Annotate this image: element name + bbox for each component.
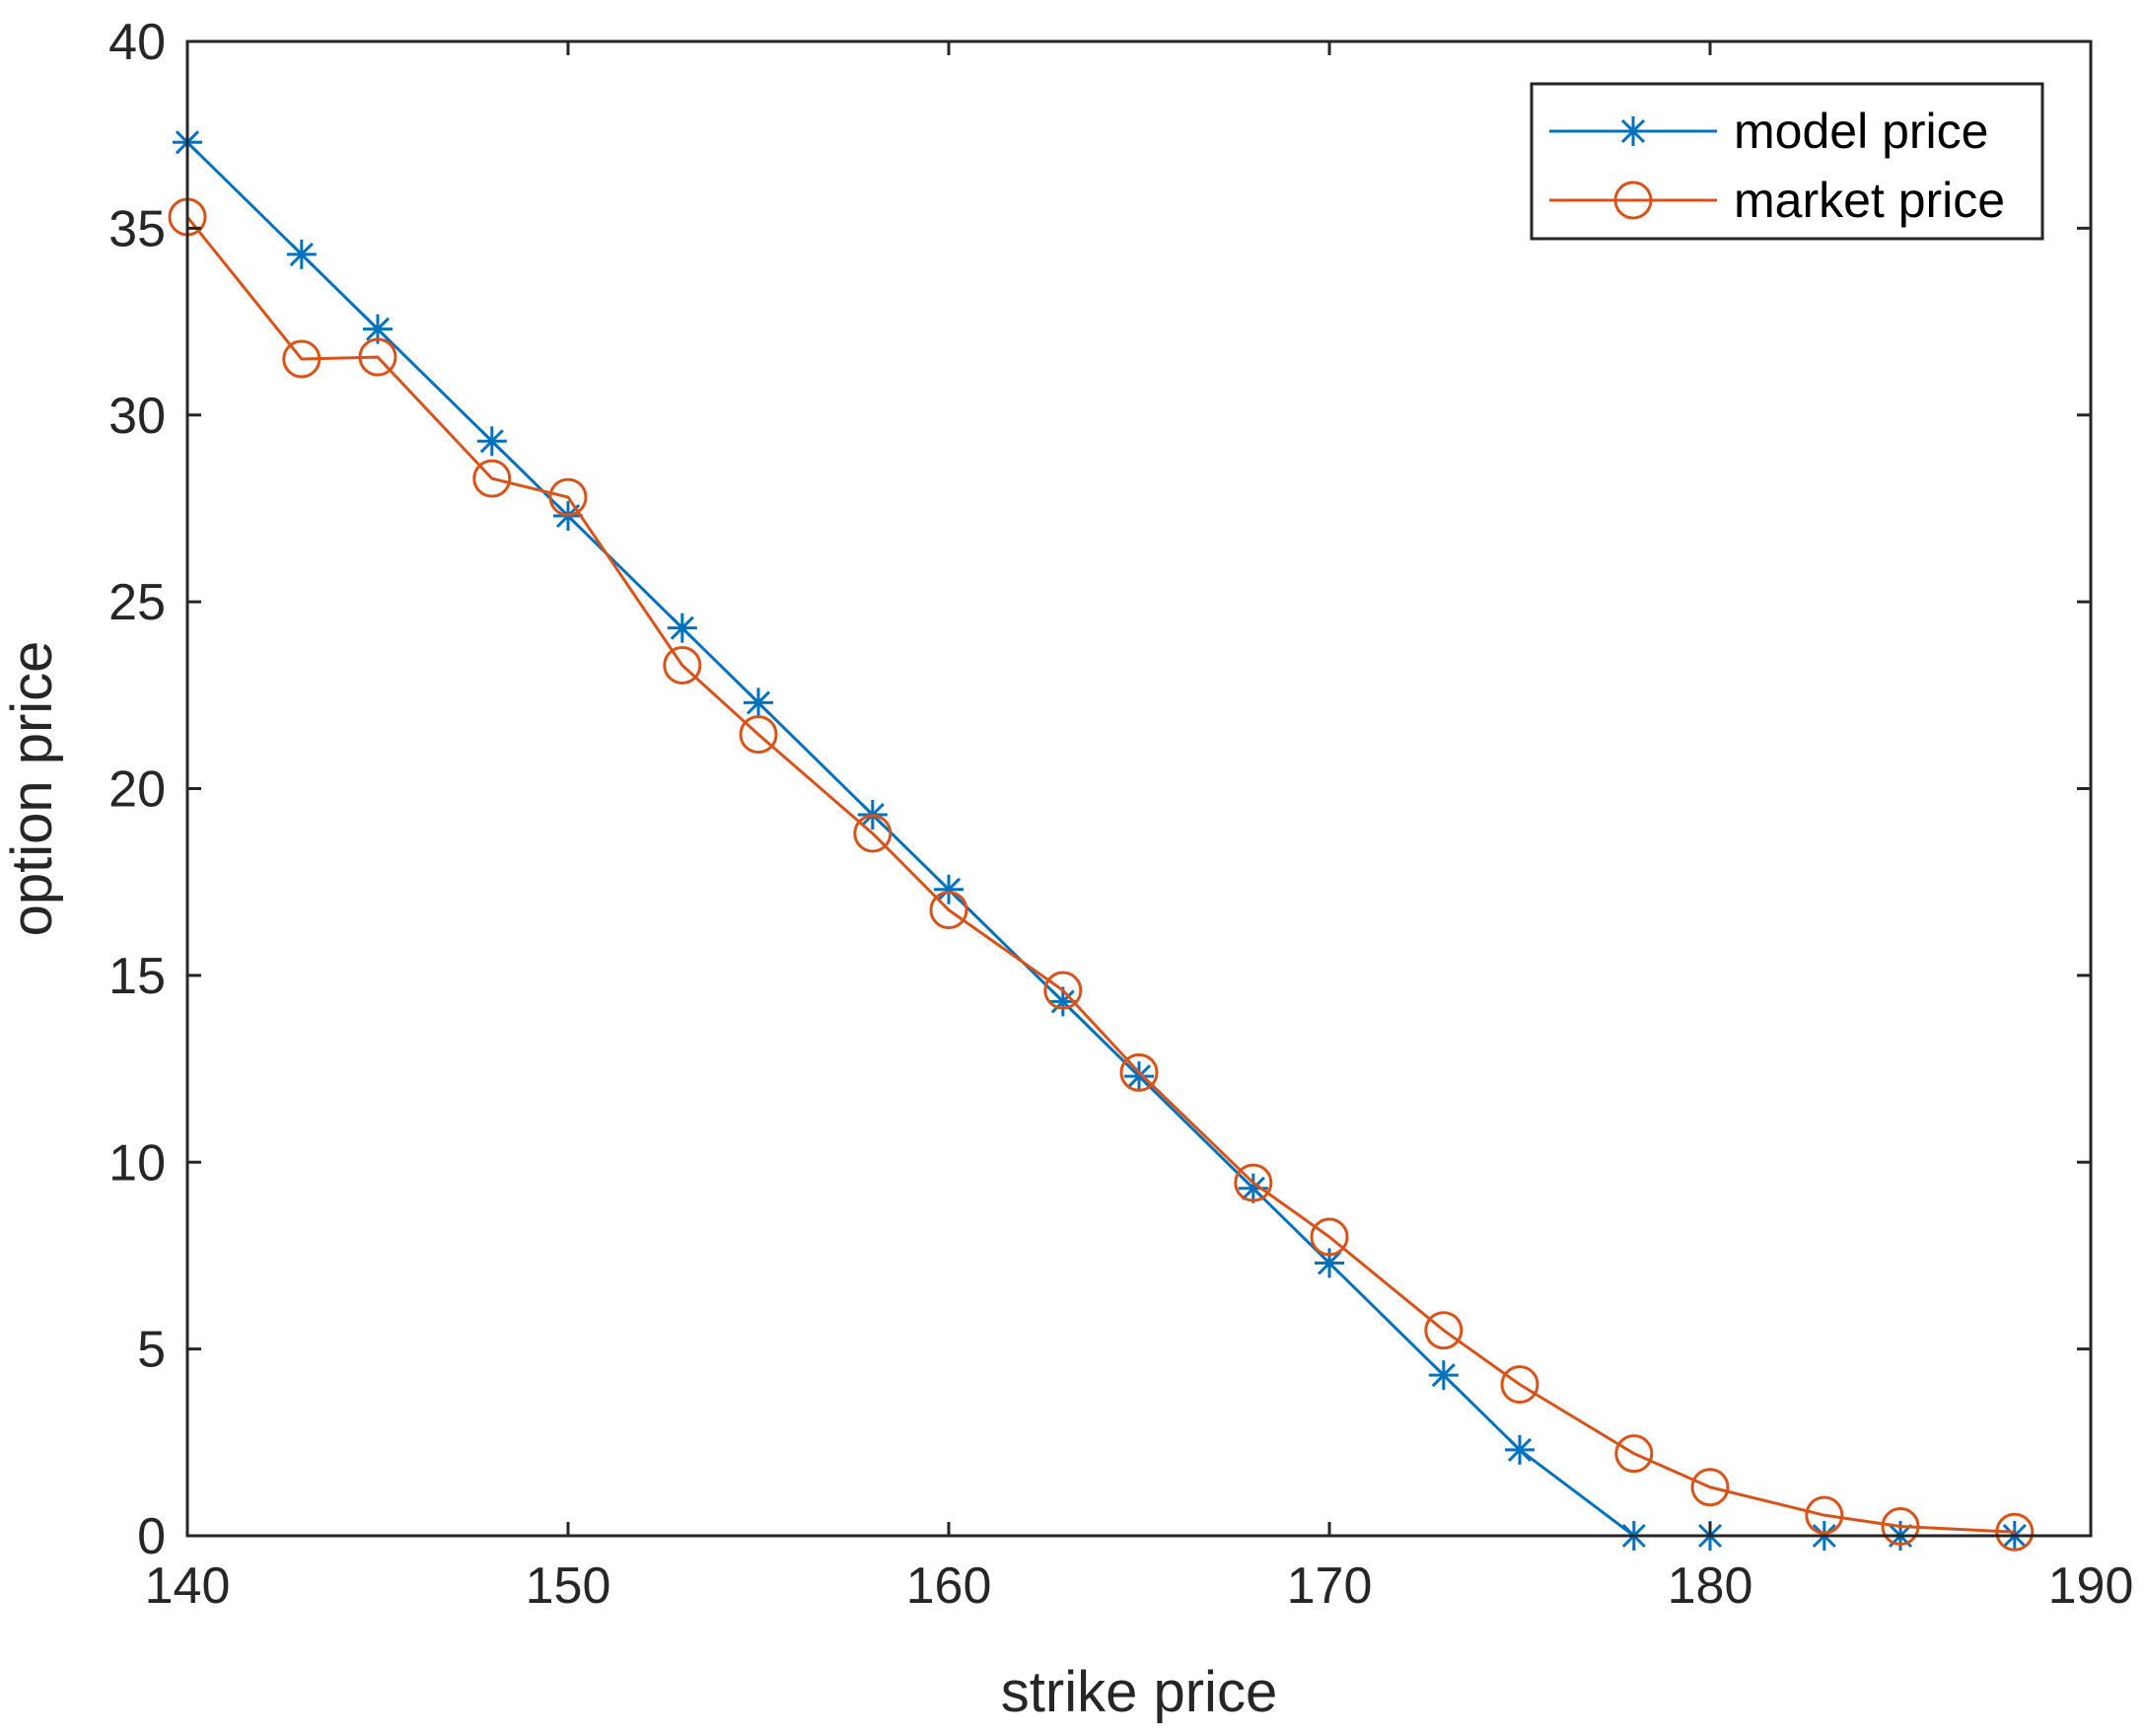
model-price-point [744,687,773,718]
market-price-point [663,646,702,686]
market-price-point [853,814,893,853]
model-price-point [1238,1173,1268,1203]
y-tick-label: 0 [137,1508,166,1565]
market-price-point [1234,1163,1273,1202]
legend-entry-model-price: model price [1549,104,1988,159]
model-price-point [1124,1061,1154,1092]
y-tick-label: 5 [137,1322,166,1379]
market-price-point [282,339,322,379]
market-price-point [548,477,588,517]
market-price-point [1119,1052,1159,1092]
legend-marker-model-price [1618,116,1648,146]
model-price-point [286,239,317,269]
series-market-price [168,197,2035,1552]
y-tick-label: 10 [108,1134,166,1192]
y-tick-label: 15 [108,948,166,1005]
legend-box [1530,82,2044,241]
x-tick-label: 160 [906,1557,992,1615]
y-tick-label: 25 [108,574,166,631]
market-price-line [185,216,2015,1534]
market-price-point [929,891,968,930]
x-tick-label: 140 [145,1557,231,1615]
x-tick-label: 170 [1287,1557,1373,1615]
model-price-point [1428,1360,1459,1391]
market-price-point [358,337,397,377]
x-tick-label: 150 [526,1557,611,1615]
market-price-point [1690,1468,1730,1507]
y-tick-label: 40 [108,14,166,71]
market-price-point [1310,1217,1349,1257]
legend-label-model-price: model price [1734,104,1988,159]
market-price-point [1500,1365,1539,1405]
market-price-point [1424,1311,1464,1350]
market-price-point [472,459,512,498]
model-price-point [934,874,964,904]
x-tick-label: 180 [1668,1557,1753,1615]
x-axis-label: strike price [1001,1660,1277,1724]
model-price-point [1315,1248,1344,1278]
market-price-point [1995,1512,2035,1552]
market-price-point [1805,1495,1844,1535]
y-tick-label: 35 [108,200,166,257]
model-price-point [667,613,697,643]
legend-entry-market-price: market price [1549,173,2005,228]
market-price-point [1043,971,1083,1010]
y-tick-label: 20 [108,761,166,819]
market-price-point [739,715,778,755]
market-price-point [1881,1507,1920,1547]
y-tick-label: 30 [108,388,166,445]
legend-label-market-price: market price [1734,173,2005,228]
model-price-point [476,426,507,457]
legend-marker-market-price [1613,181,1653,220]
y-axis-label: option price [0,641,64,937]
legend: model price market price [1530,82,2044,241]
model-price-point [1505,1434,1535,1465]
ticks-layer: 140 150 160 170 180 190 0 5 10 15 20 25 30 35 40 [108,14,2133,1615]
x-tick-label: 190 [2048,1557,2134,1615]
plot-area [187,41,2091,1536]
market-price-point [1614,1434,1654,1474]
